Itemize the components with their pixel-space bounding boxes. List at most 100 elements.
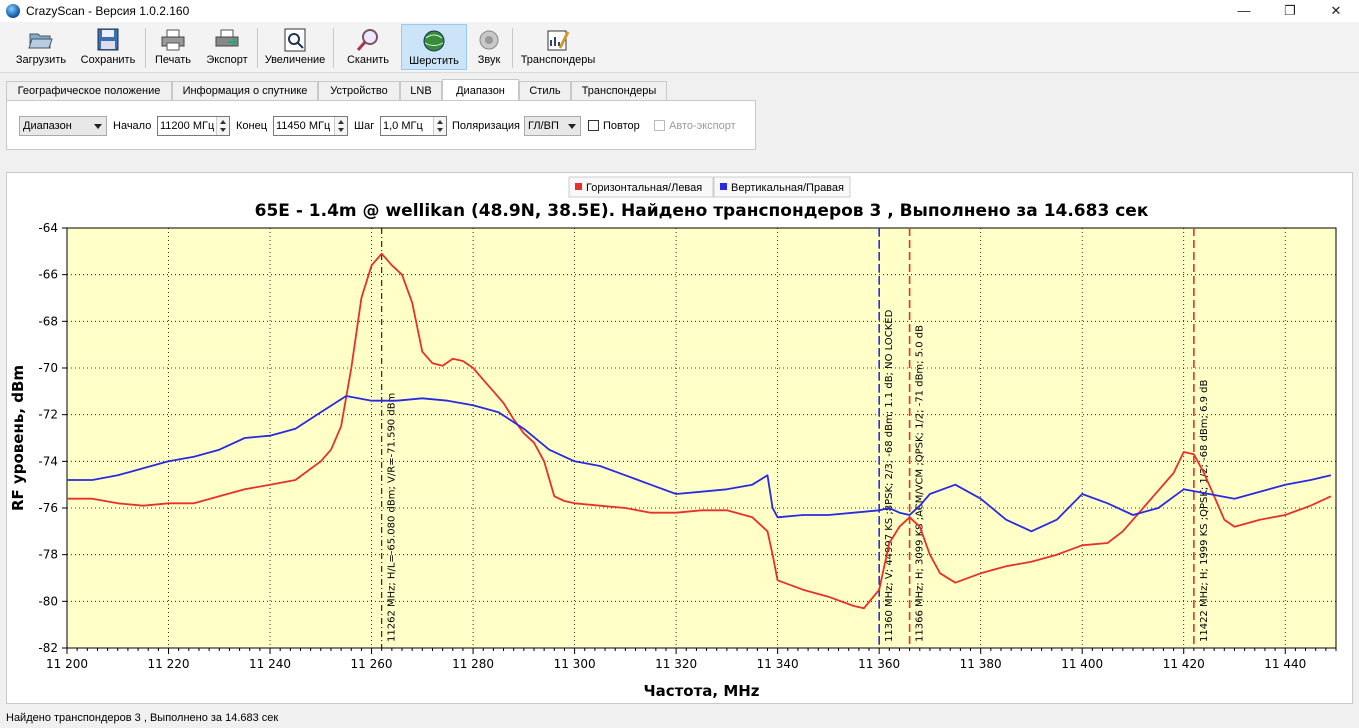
y-tick-label: -64: [38, 221, 58, 235]
y-axis-label: RF уровень, dBm: [9, 365, 27, 511]
legend-label-horizontal: Горизонтальная/Левая: [586, 182, 702, 194]
sweep-button[interactable]: Шерстить: [401, 24, 467, 70]
chevron-down-icon: [94, 124, 102, 129]
y-tick-label: -70: [38, 361, 58, 375]
polarization-select[interactable]: ГЛ/ВП: [524, 116, 581, 136]
range-panel: Диапазон Начало 11200 МГц Конец 11450 МГ…: [6, 100, 756, 150]
end-frequency-value: 11450 МГц: [276, 120, 331, 132]
zoom-button[interactable]: Увеличение: [262, 24, 328, 70]
plot-area: [66, 227, 1337, 649]
x-tick-label: 11 420: [1163, 657, 1205, 671]
y-tick-label: -76: [38, 501, 58, 515]
toolbar-separator: [333, 28, 334, 68]
save-button[interactable]: Сохранить: [76, 24, 140, 70]
repeat-label: Повтор: [603, 120, 640, 132]
status-text: Найдено транспондеров 3 , Выполнено за 1…: [6, 712, 279, 724]
tab-range[interactable]: Диапазон: [442, 79, 519, 101]
legend-swatch-vertical: [720, 183, 727, 190]
start-frequency-value: 11200 МГц: [160, 120, 215, 132]
spin-buttons[interactable]: [433, 117, 446, 135]
maximize-button[interactable]: ❐: [1284, 3, 1296, 18]
x-tick-label: 11 200: [46, 657, 88, 671]
polarization-label: Поляризация: [452, 120, 520, 132]
scan-button[interactable]: Сканить: [340, 24, 396, 70]
end-label: Конец: [236, 120, 268, 132]
folder-open-icon: [28, 33, 53, 49]
x-tick-label: 11 320: [655, 657, 697, 671]
y-tick-label: -66: [38, 268, 58, 282]
tab-geo-position[interactable]: Географическое положение: [6, 81, 172, 100]
series-line-horizontal: [67, 252, 1332, 610]
mode-value: Диапазон: [23, 120, 72, 132]
x-tick-label: 11 280: [452, 657, 494, 671]
end-frequency-input[interactable]: 11450 МГц: [273, 116, 348, 136]
legend-item-vertical: [713, 176, 851, 198]
x-tick-label: 11 340: [757, 657, 799, 671]
y-tick-label: -68: [38, 314, 58, 328]
series-line-vertical: [67, 395, 1332, 533]
export-printer-icon: [215, 29, 239, 47]
legend-swatch-horizontal: [575, 183, 582, 190]
marker-label-2: 11366 MHz; H; 3099 KS ;ACM/VCM ;QPSK; 1/…: [915, 325, 926, 642]
y-tick-label: -80: [38, 594, 58, 608]
floppy-disk-icon: [97, 28, 119, 51]
status-bar: Найдено транспондеров 3 , Выполнено за 1…: [0, 708, 1359, 728]
x-tick-label: 11 440: [1264, 657, 1306, 671]
tab-device[interactable]: Устройство: [318, 81, 400, 100]
y-tick-label: -82: [38, 641, 58, 655]
load-button[interactable]: Загрузить: [10, 24, 72, 70]
title-bar: CrazyScan - Версия 1.0.2.160 — ❐ ✕: [0, 0, 1359, 22]
x-tick-label: 11 360: [858, 657, 900, 671]
legend-item-horizontal: [568, 176, 714, 198]
step-input[interactable]: 1,0 МГц: [380, 116, 447, 136]
y-tick-label: -72: [38, 408, 58, 422]
toolbar-separator: [512, 28, 513, 68]
marker-label-0: 11262 MHz; H/L=-65.080 dBm; V/R=-71.590 …: [387, 393, 398, 642]
step-value: 1,0 МГц: [383, 120, 423, 132]
transponders-button[interactable]: Транспондеры: [518, 24, 598, 70]
mode-select[interactable]: Диапазон: [19, 116, 107, 136]
tab-style[interactable]: Стиль: [519, 81, 571, 100]
marker-label-1: 11360 MHz; V; 44997 KS ;8PSK; 2/3; -68 d…: [884, 309, 895, 642]
minimize-button[interactable]: —: [1237, 3, 1251, 18]
printer-icon: [161, 29, 185, 51]
start-frequency-input[interactable]: 11200 МГц: [157, 116, 230, 136]
autoexport-label: Авто-экспорт: [669, 120, 736, 132]
chevron-down-icon: [568, 124, 576, 129]
tab-lnb[interactable]: LNB: [400, 81, 442, 100]
speaker-icon: [479, 30, 499, 50]
marker-label-3: 11422 MHz; H; 1999 KS ;QPSK; 1/2; -68 dB…: [1199, 379, 1210, 642]
y-tick-label: -78: [38, 548, 58, 562]
globe-sweep-icon: [423, 30, 445, 52]
spin-buttons[interactable]: [334, 117, 347, 135]
start-label: Начало: [113, 120, 152, 132]
tab-transponders[interactable]: Транспондеры: [571, 81, 667, 100]
y-tick-label: -74: [38, 454, 58, 468]
app-globe-icon: [6, 4, 20, 18]
x-axis-label: Частота, MHz: [643, 682, 759, 700]
toolbar-separator: [257, 28, 258, 68]
spectrum-chart[interactable]: Горизонтальная/Левая Вертикальная/Правая 6…: [7, 173, 1352, 703]
repeat-checkbox[interactable]: [588, 120, 599, 131]
toolbar-separator: [145, 28, 146, 68]
legend-label-vertical: Вертикальная/Правая: [731, 182, 844, 194]
close-button[interactable]: ✕: [1330, 3, 1342, 18]
tab-satellite-info[interactable]: Информация о спутнике: [172, 81, 318, 100]
chart-title: 65E - 1.4m @ wellikan (48.9N, 38.5E). На…: [255, 201, 1149, 221]
x-tick-label: 11 240: [249, 657, 291, 671]
chart-pencil-icon: [547, 30, 570, 51]
chart-legend: Горизонтальная/Левая Вертикальная/Правая: [568, 176, 851, 198]
x-tick-label: 11 220: [148, 657, 190, 671]
window-title: CrazyScan - Версия 1.0.2.160: [26, 4, 190, 18]
x-tick-label: 11 400: [1061, 657, 1103, 671]
export-button[interactable]: Экспорт: [202, 24, 252, 70]
x-tick-label: 11 300: [554, 657, 596, 671]
x-tick-label: 11 380: [960, 657, 1002, 671]
spin-buttons[interactable]: [216, 117, 229, 135]
toolbar: Загрузить Сохранить Печать Экспорт Увели…: [0, 22, 1359, 73]
step-label: Шаг: [354, 120, 375, 132]
print-button[interactable]: Печать: [150, 24, 196, 70]
polarization-value: ГЛ/ВП: [528, 120, 559, 132]
sound-button[interactable]: Звук: [472, 24, 506, 70]
autoexport-checkbox[interactable]: [654, 120, 665, 131]
